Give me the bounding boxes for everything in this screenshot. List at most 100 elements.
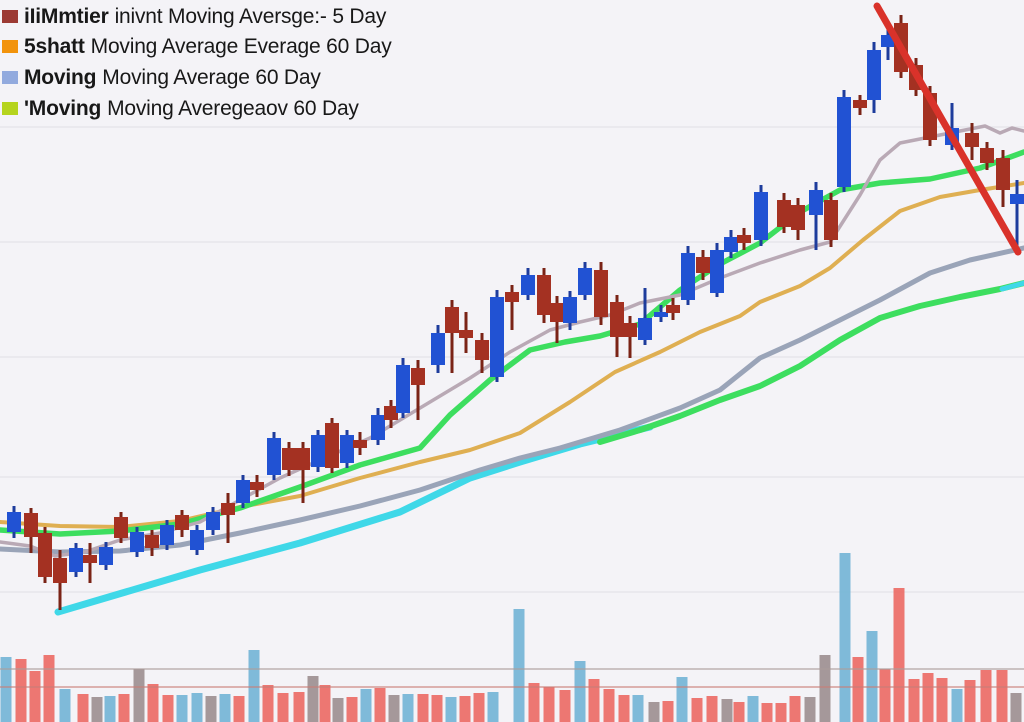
legend-item-0[interactable]: iIiMmtier inivnt Moving Aversge:- 5 Day [2, 1, 392, 32]
candle-body-up [867, 50, 881, 100]
candle-body-down [325, 423, 339, 468]
volume-bar [133, 669, 145, 722]
candle-body-down [475, 340, 489, 360]
candle-body-down [824, 200, 838, 240]
candle-body-down [296, 448, 310, 470]
candle-body-down [38, 533, 52, 577]
volume-bar [819, 655, 831, 722]
candle-body-up [837, 97, 851, 187]
volume-bar [91, 697, 103, 722]
legend-item-2[interactable]: Moving Moving Average 60 Day [2, 62, 392, 93]
legend-label-bold: iIiMmtier [24, 4, 109, 28]
volume-bar [59, 689, 71, 722]
volume-bar [15, 659, 27, 722]
volume-bar [29, 671, 41, 722]
volume-bar [691, 698, 703, 722]
volume-bar [162, 695, 174, 722]
candle-body-down [353, 440, 367, 448]
volume-bar [388, 695, 400, 722]
candle-body-down [221, 503, 235, 515]
candle-body-down [610, 302, 624, 337]
candle-body-up [160, 525, 174, 545]
volume-bar [804, 697, 816, 722]
volume-bar [996, 670, 1008, 722]
candle-body-down [777, 200, 791, 227]
volume-bar [431, 695, 443, 722]
legend-label: Moving Averegeaov 60 Day [107, 96, 359, 120]
candle-body-up [490, 297, 504, 377]
candle-body-up [431, 333, 445, 365]
candle-body-up [7, 512, 21, 532]
volume-bar [513, 609, 525, 722]
volume-level-lines [0, 668, 1024, 688]
candle-body-up [1010, 194, 1024, 204]
candle-body-down [737, 235, 751, 243]
volume-bar [528, 683, 540, 722]
volume-bar [487, 692, 499, 722]
volume-bar [360, 689, 372, 722]
candle-body-down [384, 406, 398, 420]
candle-body-down [445, 307, 459, 333]
volume-bar [374, 688, 386, 722]
volume-bar [473, 693, 485, 722]
candle-body-up [130, 532, 144, 552]
candle-body-down [996, 158, 1010, 190]
candle-body-up [340, 435, 354, 463]
volume-bar [43, 655, 55, 722]
volume-bar [632, 695, 644, 722]
candle-body-up [371, 415, 385, 440]
volume-bar [176, 695, 188, 722]
volume-bar [0, 657, 12, 722]
candle-body-up [267, 438, 281, 475]
volume-bar [77, 694, 89, 722]
candle-body-up [206, 512, 220, 530]
candle-body-down [623, 323, 637, 337]
candle-body-up [69, 548, 83, 572]
volume-bar [980, 670, 992, 722]
volume-bar [733, 702, 745, 722]
volume-bar [789, 696, 801, 722]
candle-body-down [980, 148, 994, 163]
volume-bar [147, 684, 159, 722]
volume-bar [307, 676, 319, 722]
volume-bar [908, 679, 920, 722]
candle-body-down [175, 515, 189, 530]
candle-body-up [578, 268, 592, 295]
candle-body-up [311, 435, 325, 467]
candle-body-up [654, 312, 668, 317]
ma-green-lower-cyan-tail [999, 280, 1024, 292]
legend-swatch-icon [2, 9, 18, 23]
legend-item-1[interactable]: 5shatt Moving Average Everage 60 Day [2, 32, 392, 63]
volume-bar [852, 657, 864, 722]
volume-bar [648, 702, 660, 722]
candle-body-down [459, 330, 473, 338]
ma-green-lower [597, 280, 1024, 445]
candle-body-up [638, 318, 652, 340]
volume-bar [574, 661, 586, 722]
volume-bars [0, 553, 1022, 722]
volume-bar [936, 678, 948, 722]
volume-bar [402, 694, 414, 722]
volume-bar [676, 677, 688, 722]
volume-bar [603, 689, 615, 722]
candle-body-up [236, 480, 250, 503]
volume-bar [706, 696, 718, 722]
legend-label: Moving Average 60 Day [102, 65, 321, 89]
volume-bar [319, 685, 331, 722]
legend-item-3[interactable]: 'Moving Moving Averegeaov 60 Day [2, 93, 392, 124]
volume-bar [588, 679, 600, 722]
legend-label-bold: Moving [24, 65, 97, 89]
price-gridlines [0, 126, 1024, 593]
candle-body-down [250, 482, 264, 490]
candle-body-up [396, 365, 410, 413]
volume-bar [866, 631, 878, 722]
legend-label: inivnt Moving Aversge:- 5 Day [114, 4, 387, 28]
candle-body-up [521, 275, 535, 295]
candle-body-down [411, 368, 425, 385]
candle-body-up [190, 530, 204, 550]
volume-bar [219, 694, 231, 722]
candle-body-down [24, 513, 38, 537]
candle-body-down [537, 275, 551, 315]
volume-bar [293, 692, 305, 722]
